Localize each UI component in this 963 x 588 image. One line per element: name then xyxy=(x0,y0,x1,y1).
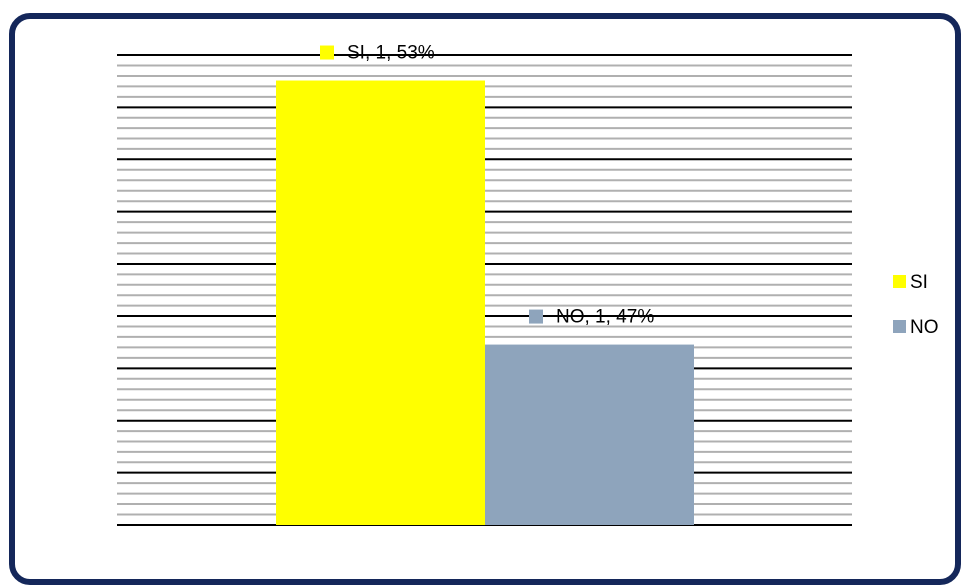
data-label-key xyxy=(529,309,543,324)
data-label: NO, 1, 47% xyxy=(556,307,654,328)
marks: SI, 1, 53% NO, 1, 47% xyxy=(276,43,694,525)
legend-key xyxy=(893,275,906,288)
legend-label: SI xyxy=(910,272,928,293)
legend-key xyxy=(893,320,906,333)
bar xyxy=(485,344,694,525)
bar xyxy=(276,80,485,525)
data-label: SI, 1, 53% xyxy=(347,43,435,64)
data-label-key xyxy=(320,45,334,60)
legend-label: NO xyxy=(910,317,939,338)
